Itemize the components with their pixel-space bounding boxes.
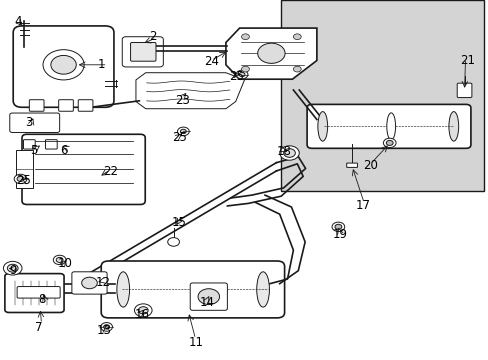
Text: 4: 4 [15, 15, 22, 28]
Text: 10: 10 [58, 257, 72, 270]
Circle shape [7, 264, 18, 272]
Circle shape [51, 55, 76, 74]
Polygon shape [136, 73, 244, 109]
FancyBboxPatch shape [10, 113, 60, 132]
Circle shape [293, 66, 301, 72]
Circle shape [138, 307, 148, 314]
Ellipse shape [256, 272, 269, 307]
FancyBboxPatch shape [45, 140, 57, 149]
Text: 20: 20 [362, 159, 377, 172]
Circle shape [134, 304, 152, 317]
Circle shape [334, 224, 341, 229]
Text: 2: 2 [149, 30, 156, 42]
Circle shape [103, 325, 109, 329]
Ellipse shape [117, 272, 129, 307]
Text: 25: 25 [16, 174, 30, 187]
FancyBboxPatch shape [13, 26, 114, 107]
Text: 22: 22 [102, 165, 118, 177]
Text: 7: 7 [35, 321, 42, 334]
FancyBboxPatch shape [101, 261, 284, 318]
Text: 18: 18 [276, 145, 290, 158]
Ellipse shape [386, 113, 395, 140]
Polygon shape [16, 150, 33, 188]
Text: 24: 24 [204, 55, 219, 68]
Text: 1: 1 [98, 58, 105, 71]
Circle shape [236, 70, 247, 79]
FancyBboxPatch shape [29, 100, 44, 111]
Circle shape [56, 257, 63, 262]
Text: 9: 9 [9, 264, 16, 276]
Text: 25: 25 [172, 131, 186, 144]
Circle shape [241, 34, 249, 40]
Ellipse shape [448, 112, 458, 141]
Text: 19: 19 [332, 228, 347, 241]
Text: 14: 14 [199, 296, 214, 309]
Circle shape [386, 140, 392, 145]
Bar [281, 0, 483, 191]
Circle shape [3, 261, 22, 275]
FancyBboxPatch shape [5, 274, 64, 312]
Circle shape [331, 222, 344, 231]
Polygon shape [225, 28, 316, 79]
FancyBboxPatch shape [17, 287, 60, 298]
FancyBboxPatch shape [59, 100, 73, 111]
FancyBboxPatch shape [130, 42, 156, 61]
Text: 23: 23 [175, 94, 189, 107]
Circle shape [383, 138, 395, 148]
Circle shape [198, 289, 219, 305]
FancyBboxPatch shape [306, 104, 470, 148]
Text: 25: 25 [228, 70, 243, 83]
Circle shape [283, 149, 295, 157]
Circle shape [241, 66, 249, 72]
Circle shape [257, 43, 285, 63]
Text: 21: 21 [459, 54, 474, 67]
FancyBboxPatch shape [456, 83, 471, 98]
Circle shape [101, 323, 112, 331]
FancyBboxPatch shape [22, 134, 145, 204]
Circle shape [293, 34, 301, 40]
Circle shape [17, 176, 24, 181]
FancyBboxPatch shape [122, 37, 163, 67]
Text: 17: 17 [355, 199, 370, 212]
Text: 11: 11 [188, 336, 203, 349]
Ellipse shape [317, 112, 327, 141]
Circle shape [177, 127, 189, 136]
FancyBboxPatch shape [23, 140, 35, 149]
Text: 13: 13 [97, 324, 111, 337]
FancyBboxPatch shape [346, 163, 357, 167]
Circle shape [239, 72, 244, 77]
Text: 5: 5 [30, 144, 38, 157]
Text: 3: 3 [25, 116, 33, 129]
Circle shape [43, 50, 84, 80]
FancyBboxPatch shape [190, 283, 227, 310]
Circle shape [279, 146, 299, 160]
Circle shape [167, 238, 179, 246]
Text: 12: 12 [95, 276, 110, 289]
Text: 16: 16 [134, 309, 149, 321]
Text: 8: 8 [38, 293, 45, 306]
Circle shape [180, 129, 186, 134]
FancyBboxPatch shape [72, 272, 107, 294]
Circle shape [53, 255, 66, 265]
Text: 15: 15 [172, 216, 186, 229]
Circle shape [14, 174, 27, 184]
Circle shape [81, 277, 97, 289]
FancyBboxPatch shape [78, 100, 93, 111]
Text: 6: 6 [60, 144, 67, 157]
